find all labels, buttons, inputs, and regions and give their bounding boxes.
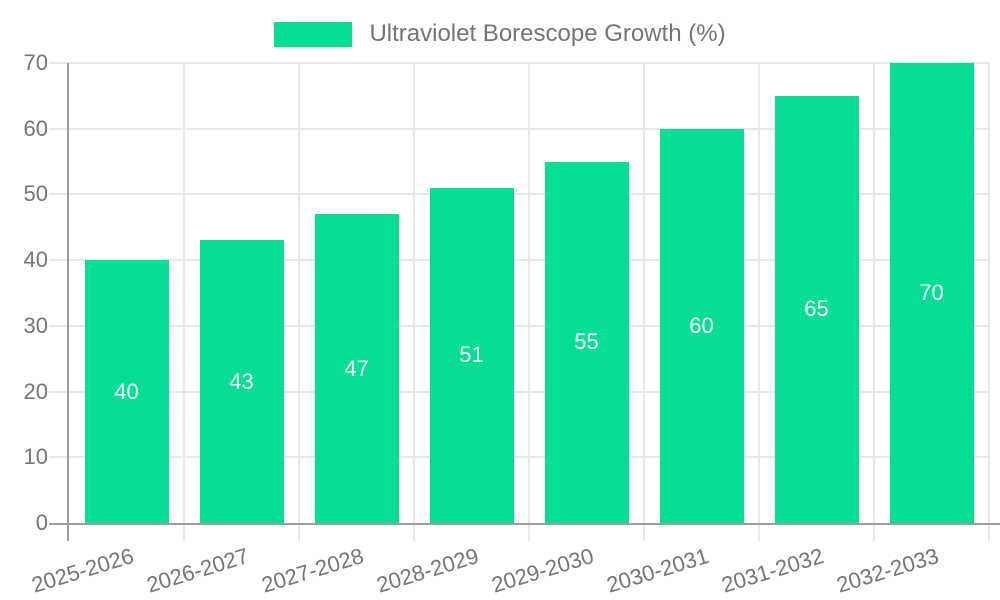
legend-item[interactable]: Ultraviolet Borescope Growth (%) — [274, 20, 726, 48]
y-axis-tick-label: 0 — [35, 510, 48, 535]
v-gridline — [643, 63, 645, 523]
y-axis-tick-label: 20 — [23, 378, 48, 404]
y-axis-tick-label: 60 — [23, 115, 48, 141]
y-axis-tick-label: 10 — [23, 444, 48, 470]
y-tick — [49, 62, 69, 64]
x-axis-line — [49, 523, 1000, 525]
bar-value-label: 47 — [344, 355, 369, 381]
x-tick — [413, 523, 415, 541]
x-axis-tick-label: 2028-2029 — [373, 543, 482, 598]
bar-2027-2028[interactable]: 47 — [314, 214, 399, 523]
y-axis-tick-label: 40 — [23, 247, 48, 273]
bar-2028-2029[interactable]: 51 — [429, 187, 514, 523]
x-tick — [183, 523, 185, 541]
y-tick — [49, 193, 69, 196]
y-tick — [49, 390, 69, 393]
bar-2031-2032[interactable]: 65 — [774, 95, 859, 523]
bar-value-label: 70 — [919, 280, 944, 305]
x-axis-tick-label: 2029-2030 — [488, 543, 597, 598]
y-tick — [49, 127, 69, 130]
v-gridline — [873, 63, 875, 523]
y-tick — [49, 324, 69, 327]
bar-value-label: 65 — [804, 296, 829, 322]
legend: Ultraviolet Borescope Growth (%) — [0, 20, 1000, 48]
bar-2032-2033[interactable]: 70 — [889, 63, 974, 523]
x-tick — [873, 523, 875, 541]
x-axis-tick-label: 2032-2033 — [833, 543, 942, 598]
bar-2025-2026[interactable]: 40 — [84, 260, 169, 523]
bar-2029-2030[interactable]: 55 — [544, 161, 629, 523]
bar-2026-2027[interactable]: 43 — [199, 240, 284, 523]
x-axis-tick-label: 2027-2028 — [258, 543, 367, 598]
v-gridline — [758, 63, 760, 523]
v-gridline — [413, 63, 415, 523]
y-axis-line — [67, 63, 69, 541]
v-gridline — [298, 63, 300, 523]
x-tick — [528, 523, 530, 541]
x-tick — [758, 523, 760, 541]
bar-value-label: 51 — [459, 342, 484, 368]
y-tick — [49, 259, 69, 262]
y-axis-tick-label: 70 — [23, 50, 48, 75]
x-tick — [298, 523, 300, 541]
bar-value-label: 55 — [574, 329, 599, 355]
legend-label: Ultraviolet Borescope Growth (%) — [369, 20, 726, 47]
y-tick — [49, 456, 69, 459]
v-gridline — [183, 63, 185, 523]
x-tick — [643, 523, 645, 541]
bar-value-label: 60 — [689, 312, 714, 338]
x-tick — [988, 523, 990, 541]
x-axis-tick-label: 2026-2027 — [143, 543, 252, 598]
bar-value-label: 43 — [229, 368, 254, 394]
plot-area: 40 43 47 51 55 60 65 70 — [49, 62, 1000, 541]
x-axis-tick-label: 2030-2031 — [603, 543, 712, 598]
legend-swatch — [274, 21, 353, 47]
bar-2030-2031[interactable]: 60 — [659, 128, 744, 523]
y-axis-tick-label: 50 — [23, 181, 48, 207]
bar-value-label: 40 — [114, 378, 139, 404]
v-gridline — [988, 63, 990, 523]
v-gridline — [528, 63, 530, 523]
y-axis-tick-label: 30 — [23, 312, 48, 338]
x-axis-tick-label: 2031-2032 — [718, 543, 827, 598]
x-axis-tick-label: 2025-2026 — [28, 543, 137, 598]
